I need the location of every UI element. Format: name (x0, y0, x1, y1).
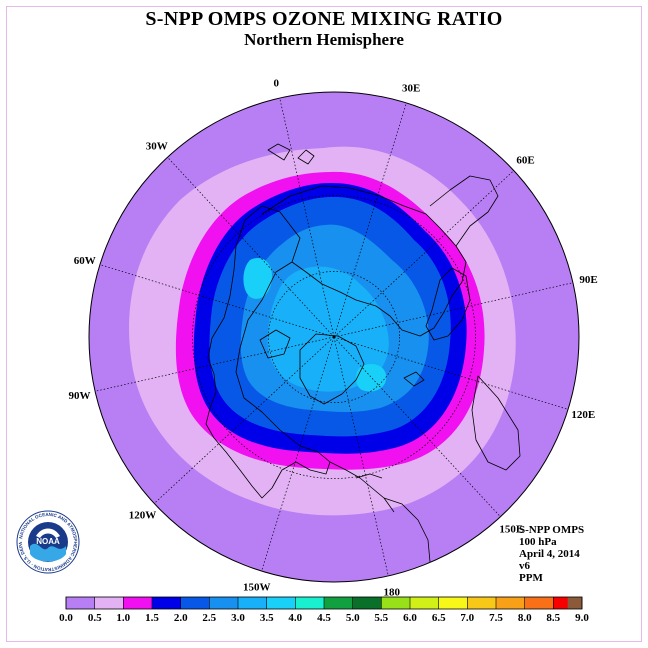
colorbar-swatch (496, 597, 525, 609)
coastline (329, 461, 395, 513)
coastline (297, 149, 315, 165)
longitude-label: 60W (74, 255, 96, 267)
colorbar-label: 3.5 (260, 612, 274, 624)
colorbar-label: 7.5 (489, 612, 503, 624)
noaa-logo: NATIONAL OCEANIC AND ATMOSPHERIC ADMINIS… (14, 506, 80, 579)
longitude-label: 0 (273, 78, 279, 90)
map-title: S-NPP OMPS OZONE MIXING RATIO (145, 8, 503, 30)
info-units: PPM (519, 572, 543, 584)
longitude-label: 30W (146, 141, 168, 153)
colorbar-swatch (381, 597, 411, 609)
meridian-line (333, 337, 389, 576)
latitude-circle (268, 271, 400, 403)
meridian-line (334, 282, 573, 338)
colorbar-label: 9.0 (575, 612, 589, 624)
band-3-5-to-4-0 (356, 363, 387, 392)
colorbar-label: 4.5 (317, 612, 331, 624)
meridian-line (279, 98, 335, 337)
map-disk (89, 92, 579, 582)
colorbar: 0.0 0.5 1.0 1.5 2.0 2.5 3.0 3.5 4.0 4.5 5.0 5.5 6.0 6… (59, 596, 589, 624)
colorbar-swatch (524, 597, 554, 609)
figure-frame (6, 6, 642, 642)
meridian-line (99, 264, 334, 338)
longitude-label: 30E (402, 83, 420, 95)
colorbar-label: 7.0 (460, 612, 474, 624)
colorbar-swatch (352, 597, 382, 609)
colorbar-swatch (266, 597, 296, 609)
colorbar-label: 5.0 (346, 612, 360, 624)
colorbar-swatch (324, 597, 353, 609)
latitude-circle (192, 195, 476, 479)
svg-text:NOAA: NOAA (36, 537, 60, 546)
coastlines (205, 143, 521, 563)
meridian-line (95, 336, 334, 392)
longitude-label: 60E (516, 155, 534, 167)
colorbar-swatch (238, 597, 267, 609)
coastline (429, 175, 499, 247)
colorbar-label: 0.0 (59, 612, 73, 624)
longitude-label: 90E (579, 274, 597, 286)
colorbar-label: 2.0 (174, 612, 188, 624)
info-block: S-NPP OMPS 100 hPa April 4, 2014 v6 PPM (519, 524, 584, 584)
coastline (471, 375, 521, 471)
info-level: 100 hPa (519, 536, 557, 548)
meridian-line (167, 156, 335, 338)
colorbar-swatch (438, 597, 468, 609)
longitude-label: 120E (571, 409, 595, 421)
coastline (261, 185, 467, 337)
colorbar-swatch (94, 597, 124, 609)
noaa-logo-icon: NATIONAL OCEANIC AND ATMOSPHERIC ADMINIS… (14, 506, 80, 574)
longitude-label: 90W (69, 390, 91, 402)
colorbar-swatch (467, 597, 497, 609)
coastline (267, 143, 291, 161)
info-instrument: S-NPP OMPS (519, 524, 585, 536)
coastline (205, 205, 331, 499)
meridian-line (333, 170, 515, 338)
coastline (425, 267, 471, 341)
longitude-labels: 90E 60E 30E 0 30W 60W 90W 120W 150W 180 150E 120E (69, 78, 598, 599)
coastline (403, 371, 425, 387)
longitude-label: 180 (384, 587, 401, 599)
colorbar-swatch (152, 597, 181, 609)
meridian-line (334, 336, 569, 410)
colorbar-swatch (567, 597, 582, 609)
meridian-line (333, 102, 407, 337)
meridian-line (333, 336, 501, 518)
graticule (95, 98, 573, 576)
colorbar-label: 8.5 (546, 612, 560, 624)
colorbar-label: 5.5 (374, 612, 388, 624)
colorbar-label: 6.5 (432, 612, 446, 624)
colorbar-label: 1.0 (116, 612, 130, 624)
colorbar-label: 0.5 (88, 612, 102, 624)
band-3-5-to-4-0 (243, 257, 272, 299)
info-date: April 4, 2014 (519, 548, 580, 560)
colorbar-swatch (123, 597, 153, 609)
colorbar-swatch (295, 597, 325, 609)
colorbar-label: 3.0 (231, 612, 245, 624)
coastline (383, 497, 431, 563)
map-subtitle: Northern Hemisphere (244, 30, 404, 49)
colorbar-label: 1.5 (145, 612, 159, 624)
colorbar-swatch (209, 597, 239, 609)
longitude-label: 150E (499, 524, 523, 536)
map-boundary (88, 91, 580, 583)
info-version: v6 (519, 560, 530, 572)
colorbar-label: 2.5 (202, 612, 216, 624)
colorbar-label: 4.0 (288, 612, 302, 624)
longitude-label: 120W (129, 509, 157, 521)
coastline (259, 329, 291, 359)
colorbar-label: 8.0 (518, 612, 532, 624)
meridian-line (261, 337, 335, 572)
coastline (299, 333, 365, 405)
longitude-label: 150W (243, 581, 271, 593)
meridian-line (153, 336, 335, 504)
colorbar-swatch (180, 597, 210, 609)
colorbar-swatch (410, 597, 439, 609)
colorbar-swatch (66, 597, 95, 609)
colorbar-label: 6.0 (403, 612, 417, 624)
